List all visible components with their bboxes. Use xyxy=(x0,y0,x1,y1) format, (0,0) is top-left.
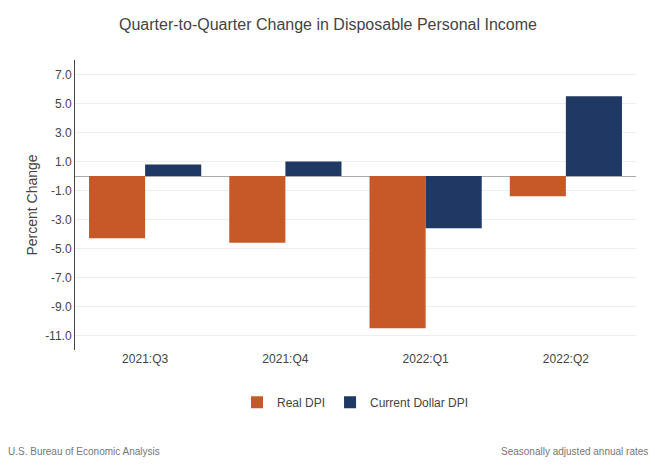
svg-text:-3.0: -3.0 xyxy=(51,213,72,227)
svg-text:Current Dollar DPI: Current Dollar DPI xyxy=(370,396,468,410)
svg-text:U.S. Bureau of Economic Analys: U.S. Bureau of Economic Analysis xyxy=(8,446,160,457)
svg-text:-1.0: -1.0 xyxy=(51,184,72,198)
svg-text:-5.0: -5.0 xyxy=(51,242,72,256)
svg-text:3.0: 3.0 xyxy=(55,126,72,140)
svg-text:-11.0: -11.0 xyxy=(45,329,72,343)
svg-text:2022:Q1: 2022:Q1 xyxy=(403,352,449,366)
svg-text:1.0: 1.0 xyxy=(55,155,72,169)
svg-text:-7.0: -7.0 xyxy=(51,271,72,285)
svg-text:Percent Change: Percent Change xyxy=(24,154,40,255)
svg-text:7.0: 7.0 xyxy=(55,68,72,82)
svg-text:-9.0: -9.0 xyxy=(51,300,72,314)
svg-text:Real DPI: Real DPI xyxy=(277,396,325,410)
svg-text:5.0: 5.0 xyxy=(55,97,72,111)
svg-text:2021:Q4: 2021:Q4 xyxy=(262,352,308,366)
svg-text:Seasonally adjusted annual rat: Seasonally adjusted annual rates xyxy=(501,446,648,457)
svg-text:2021:Q3: 2021:Q3 xyxy=(122,352,168,366)
svg-text:Quarter-to-Quarter Change in D: Quarter-to-Quarter Change in Disposable … xyxy=(119,16,537,33)
svg-text:2022:Q2: 2022:Q2 xyxy=(543,352,589,366)
